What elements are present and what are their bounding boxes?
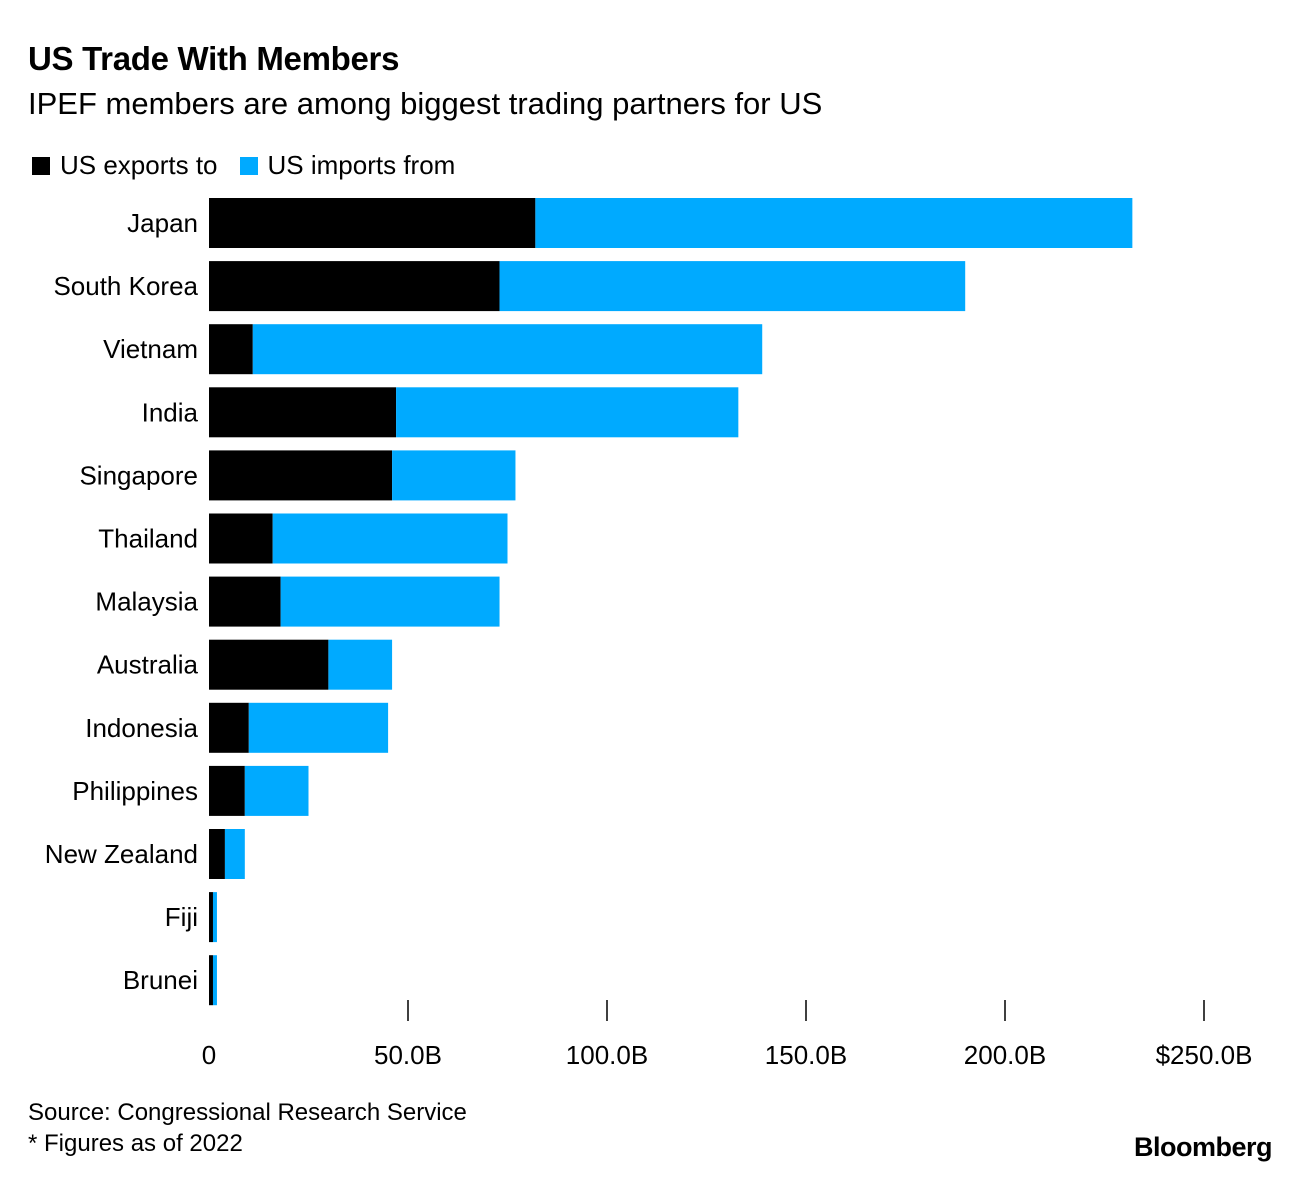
bar-exports-singapore <box>209 450 393 501</box>
legend-item-imports: US imports from <box>239 150 456 181</box>
category-label-brunei: Brunei <box>123 965 198 995</box>
source-text: Source: Congressional Research Service <box>28 1099 467 1126</box>
bar-exports-fiji <box>209 892 213 943</box>
legend-label-imports: US imports from <box>267 150 456 180</box>
bar-exports-australia <box>209 639 329 690</box>
x-tick-label: 200.0B <box>964 1040 1046 1070</box>
footnote-text: * Figures as of 2022 <box>28 1130 243 1157</box>
bar-exports-new-zealand <box>209 829 225 879</box>
bar-imports-brunei <box>212 955 217 1006</box>
category-label-japan: Japan <box>127 208 198 238</box>
category-label-india: India <box>142 397 199 427</box>
legend-swatch-imports <box>239 156 258 175</box>
chart-subtitle: IPEF members are among biggest trading p… <box>28 86 823 121</box>
category-label-malaysia: Malaysia <box>95 587 198 617</box>
bar-exports-vietnam <box>209 324 253 375</box>
bar-exports-indonesia <box>209 702 249 753</box>
x-tick-label: 50.0B <box>374 1040 442 1070</box>
category-label-fiji: Fiji <box>165 902 198 932</box>
legend-label-exports: US exports to <box>60 150 218 180</box>
category-label-singapore: Singapore <box>79 460 198 490</box>
bar-imports-singapore <box>392 450 516 501</box>
bar-exports-south-korea <box>209 261 500 312</box>
bar-imports-philippines <box>244 765 309 816</box>
category-label-new-zealand: New Zealand <box>45 839 198 869</box>
x-tick-label: 150.0B <box>765 1040 847 1070</box>
bar-imports-thailand <box>272 513 508 564</box>
source-note: Source: Congressional Research Service *… <box>28 1097 467 1159</box>
category-label-indonesia: Indonesia <box>85 713 198 743</box>
bar-exports-malaysia <box>209 576 281 627</box>
category-label-south-korea: South Korea <box>53 271 198 301</box>
bar-exports-thailand <box>209 513 273 564</box>
legend: US exports to US imports from <box>32 150 477 181</box>
x-tick-label: 100.0B <box>566 1040 648 1070</box>
bar-imports-new-zealand <box>224 829 245 879</box>
legend-swatch-exports <box>32 156 50 175</box>
bloomberg-logo: Bloomberg <box>1133 1132 1273 1162</box>
bar-imports-malaysia <box>280 576 500 627</box>
bar-imports-indonesia <box>248 702 389 753</box>
bar-imports-fiji <box>212 892 217 943</box>
bar-imports-vietnam <box>252 324 763 375</box>
category-label-vietnam: Vietnam <box>103 334 198 364</box>
chart-title: US Trade With Members <box>28 40 400 77</box>
bar-imports-japan <box>535 198 1133 248</box>
x-tick-label: 0 <box>202 1040 216 1070</box>
bar-exports-philippines <box>209 765 245 816</box>
legend-item-exports: US exports to <box>32 150 218 181</box>
bar-exports-japan <box>209 198 536 248</box>
category-label-thailand: Thailand <box>98 524 198 554</box>
bar-exports-india <box>209 387 397 438</box>
bar-imports-india <box>396 387 739 438</box>
bar-chart: Japan South Korea Vietnam India Singapore Tha… <box>45 198 1253 1070</box>
bar-exports-brunei <box>209 955 213 1006</box>
x-tick-label: $250.0B <box>1156 1040 1253 1070</box>
category-label-philippines: Philippines <box>72 776 198 806</box>
bar-imports-south-korea <box>499 261 966 312</box>
bar-imports-australia <box>328 639 393 690</box>
category-label-australia: Australia <box>97 650 199 680</box>
